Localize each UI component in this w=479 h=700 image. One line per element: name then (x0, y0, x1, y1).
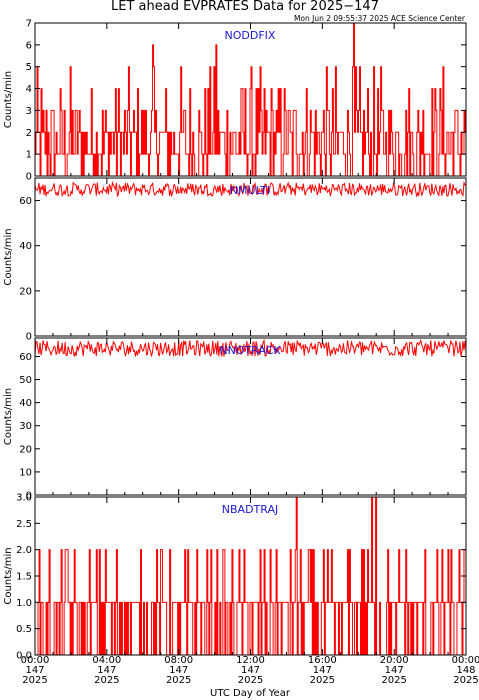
y-tick-label: 7 (26, 19, 32, 30)
y-tick-label: 4 (26, 84, 32, 95)
x-tick-label-line: 04:00 (92, 655, 121, 666)
panel-name: NMULTI (230, 184, 270, 197)
y-tick-label: 0.0 (16, 651, 32, 662)
y-tick-label: 2.5 (16, 519, 32, 530)
x-tick-label-line: 08:00 (164, 655, 193, 666)
x-tick-label-line: 2025 (310, 675, 335, 686)
y-tick-label: 1.0 (16, 598, 32, 609)
y-axis-label: Counts/min (3, 547, 14, 604)
x-tick-label-line: 00:00 (452, 655, 479, 666)
y-axis-label: Counts/min (3, 388, 14, 445)
y-tick-label: 3 (26, 106, 32, 117)
y-tick-label: 0 (26, 172, 32, 183)
panel-name: NNOTRACK (219, 344, 281, 357)
plot-frame (34, 177, 467, 337)
panel-name: NBADTRAJ (222, 503, 278, 516)
y-tick-label: 3.0 (16, 493, 32, 504)
series-line-noddfix (34, 22, 466, 177)
y-tick-label: 50 (19, 375, 32, 386)
panel-name: NODDFIX (225, 29, 276, 42)
x-tick-label-line: 2025 (453, 675, 478, 686)
y-tick-label: 20 (19, 286, 32, 297)
y-tick-label: 0 (26, 332, 32, 343)
panel-nmulti: 0 20 40 60 Counts/min NMULTI (3, 177, 467, 343)
x-tick-label-line: 2025 (381, 675, 406, 686)
y-tick-label: 0 (26, 491, 32, 502)
y-axis-label: Counts/min (3, 228, 14, 285)
x-tick-label-line: 2025 (94, 675, 119, 686)
y-tick-label: 2.0 (16, 545, 32, 556)
y-tick-label: 1.5 (16, 572, 32, 583)
y-tick-label: 2 (26, 128, 32, 139)
x-tick-label-line: 2025 (166, 675, 191, 686)
y-tick-label: 60 (19, 352, 32, 363)
x-tick-label-line: 00:00 (21, 655, 50, 666)
x-tick-label-line: 147 (97, 665, 116, 676)
y-tick-label: 1 (26, 150, 32, 161)
panel-nbadtraj: 0.0 0.5 1.0 1.5 2.0 2.5 3.0 Counts/min NBADTRAJ (3, 493, 467, 662)
y-tick-label: 40 (19, 241, 32, 252)
x-tick-label-line: 147 (313, 665, 332, 676)
y-axis-label: Counts/min (3, 71, 14, 128)
plot-frame (34, 337, 467, 496)
y-tick-label: 5 (26, 62, 32, 73)
x-tick-label-line: 2025 (238, 675, 263, 686)
y-tick-label: 6 (26, 40, 32, 51)
x-tick-label-line: 20:00 (380, 655, 409, 666)
x-tick-label-line: 12:00 (236, 655, 265, 666)
x-tick-label-line: 147 (25, 665, 44, 676)
x-tick-label-line: 148 (456, 665, 475, 676)
series-line-nbadtraj (34, 496, 466, 656)
chart-title: LET ahead EVPRATES Data for 2025−147 (111, 0, 379, 14)
y-tick-label: 60 (19, 196, 32, 207)
x-tick-label-line: 147 (385, 665, 404, 676)
y-tick-label: 40 (19, 398, 32, 409)
x-axis-label: UTC Day of Year (210, 688, 291, 699)
chart-timestamp: Mon Jun 2 09:55:37 2025 ACE Science Cent… (294, 14, 466, 23)
y-tick-label: 20 (19, 444, 32, 455)
panel-noddfix: 0 1 2 3 4 5 6 7 Counts/min NODDFIX (3, 19, 467, 183)
y-tick-label: 0.5 (16, 624, 32, 635)
x-tick-label-line: 2025 (22, 675, 47, 686)
series-line-nmulti (34, 180, 467, 198)
y-tick-label: 10 (19, 467, 32, 478)
y-tick-label: 30 (19, 421, 32, 432)
x-tick-label-line: 16:00 (308, 655, 337, 666)
x-tick-label-line: 147 (169, 665, 188, 676)
x-tick-label-line: 147 (241, 665, 260, 676)
panel-nnotrack: 0 10 20 30 40 50 60 Counts/min NNOTRACK (3, 337, 467, 502)
